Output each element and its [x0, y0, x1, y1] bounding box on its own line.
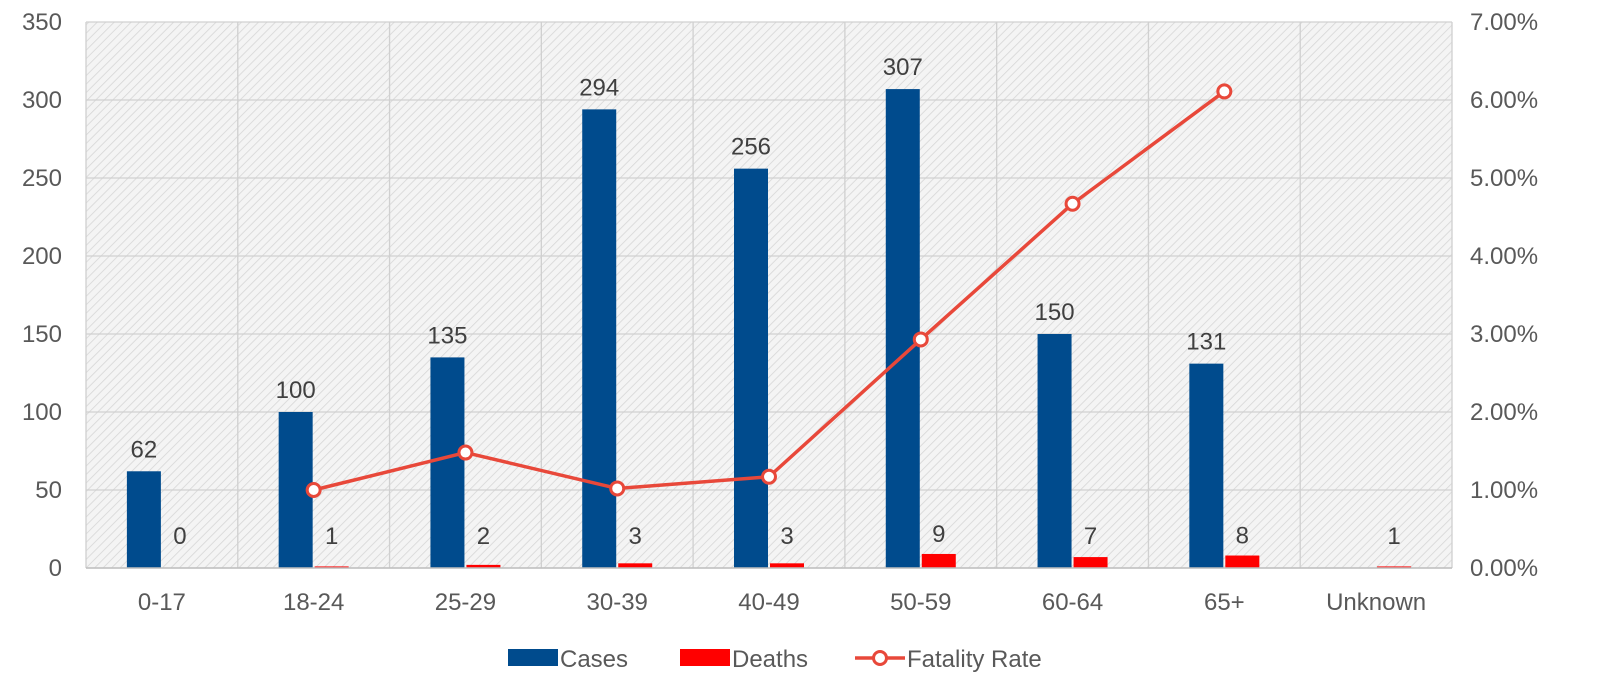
- data-label-cases: 256: [731, 134, 771, 161]
- bar-deaths: [618, 563, 653, 568]
- x-tick-label: 30-39: [587, 589, 648, 616]
- y-tick-label: 0: [49, 555, 62, 582]
- x-tick-label: 60-64: [1042, 589, 1103, 616]
- bar-cases: [734, 168, 768, 568]
- axes: 0 50 100 150 200 250 300 350 0.00% 1.00% 2.00% 3.00…: [22, 9, 1538, 616]
- y-tick-label: 200: [22, 243, 62, 270]
- legend-swatch-cases: [508, 649, 558, 666]
- x-tick-label: 25-29: [435, 589, 496, 616]
- x-tick-label: Unknown: [1326, 589, 1426, 616]
- y2-tick-label: 5.00%: [1470, 165, 1538, 192]
- y-tick-label: 150: [22, 321, 62, 348]
- fatality-rate-point: [609, 480, 626, 497]
- x-tick-label: 65+: [1204, 589, 1245, 616]
- y-tick-label: 350: [22, 9, 62, 36]
- bar-cases: [1037, 334, 1072, 568]
- data-label-cases: 131: [1186, 329, 1226, 356]
- data-label-cases: 307: [883, 54, 923, 81]
- x-tick-label: 18-24: [283, 589, 344, 616]
- bar-deaths: [1377, 566, 1412, 568]
- data-label-deaths: 3: [780, 523, 793, 550]
- y2-tick-label: 7.00%: [1470, 9, 1538, 36]
- fatality-rate-line: [305, 83, 1233, 498]
- legend-label-deaths: Deaths: [732, 646, 808, 673]
- data-label-deaths: 7: [1084, 523, 1097, 550]
- bar-cases: [1189, 363, 1224, 568]
- x-tick-label: 50-59: [890, 589, 951, 616]
- data-label-deaths: 3: [629, 523, 642, 550]
- x-tick-label: 0-17: [138, 589, 186, 616]
- bar-deaths: [770, 563, 804, 568]
- data-label-deaths: 2: [477, 523, 490, 550]
- gridlines: [85, 21, 1453, 569]
- bar-cases: [582, 109, 617, 569]
- data-label-deaths: 8: [1236, 523, 1249, 550]
- y2-tick-label: 6.00%: [1470, 87, 1538, 114]
- y-tick-label: 300: [22, 87, 62, 114]
- legend-swatch-marker: [872, 650, 888, 666]
- legend-label-fatality-rate: Fatality Rate: [907, 646, 1042, 673]
- bar-cases: [430, 357, 465, 568]
- data-label-cases: 294: [579, 74, 619, 101]
- data-label-deaths: 1: [325, 523, 338, 550]
- bar-cases: [885, 89, 920, 568]
- data-label-cases: 100: [276, 377, 316, 404]
- y-tick-label: 50: [35, 477, 62, 504]
- legend-label-cases: Cases: [560, 646, 628, 673]
- data-label-deaths: 1: [1387, 523, 1400, 550]
- data-label-deaths: 0: [173, 523, 186, 550]
- bar-deaths: [314, 566, 349, 568]
- fatality-rate-point: [457, 444, 474, 461]
- data-label-cases: 62: [131, 436, 158, 463]
- y2-tick-label: 1.00%: [1470, 477, 1538, 504]
- y2-tick-label: 4.00%: [1470, 243, 1538, 270]
- data-labels: 62 0 100 1 135 2 294 3 256 3 307 9 150 7 131 8 1: [131, 54, 1401, 550]
- y2-tick-label: 2.00%: [1470, 399, 1538, 426]
- data-label-cases: 135: [427, 322, 467, 349]
- fatality-rate-point: [1216, 83, 1233, 100]
- x-tick-label: 40-49: [738, 589, 799, 616]
- fatality-rate-point: [761, 468, 777, 485]
- y2-tick-label: 3.00%: [1470, 321, 1538, 348]
- bar-deaths: [921, 553, 956, 568]
- fatality-rate-point: [1064, 195, 1081, 212]
- bar-deaths: [466, 564, 501, 568]
- fatality-rate-point: [912, 331, 929, 348]
- data-label-cases: 150: [1035, 299, 1075, 326]
- bar-cases: [126, 471, 161, 568]
- legend-swatch-deaths: [680, 649, 730, 666]
- data-label-deaths: 9: [932, 521, 945, 548]
- legend: Cases Deaths Fatality Rate: [508, 646, 1042, 673]
- bar-deaths: [1225, 555, 1260, 568]
- bar-deaths: [1073, 557, 1108, 568]
- y2-tick-label: 0.00%: [1470, 555, 1538, 582]
- y-tick-label: 100: [22, 399, 62, 426]
- y-tick-label: 250: [22, 165, 62, 192]
- fatality-rate-point: [305, 482, 322, 498]
